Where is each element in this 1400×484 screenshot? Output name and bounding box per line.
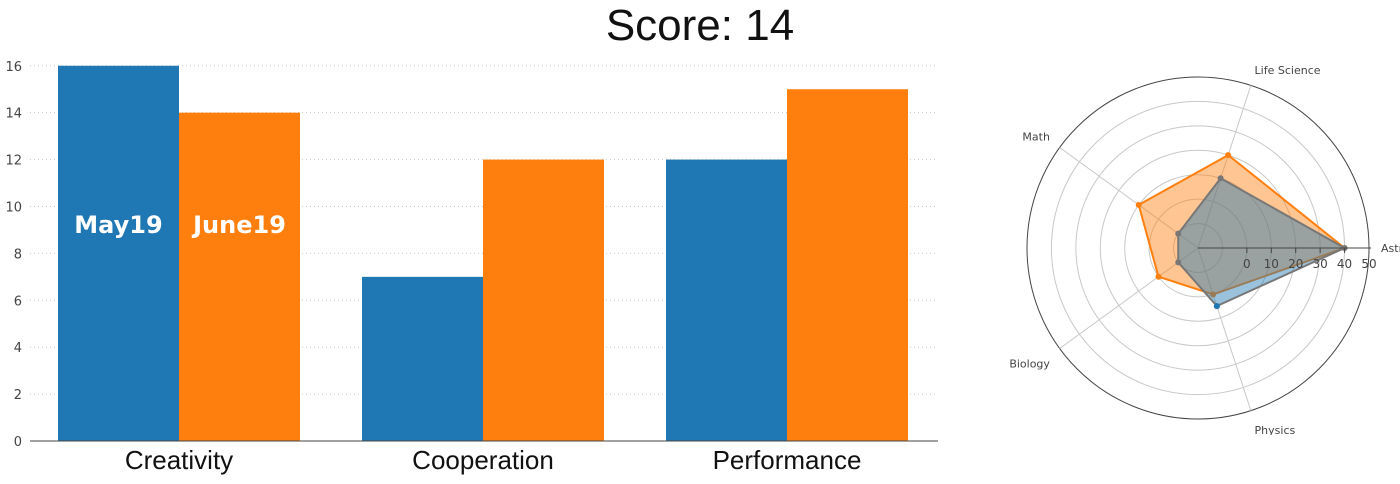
series-label-may19: May19 [74, 211, 162, 239]
radar-radial-ticks: 0 10 20 30 40 50 [1198, 247, 1377, 271]
bar-may19-creativity [58, 65, 179, 441]
y-tick-label: 6 [14, 294, 22, 309]
bar-june19-performance [787, 89, 908, 441]
bar-june19-creativity [179, 112, 300, 442]
bar-may19-cooperation [362, 276, 483, 441]
radar-spoke [1059, 147, 1199, 249]
series-label-june19: June19 [191, 211, 286, 239]
radar-point [1210, 291, 1217, 298]
radar-axis-label: Biology [1009, 358, 1050, 371]
radar-point-highlight [1213, 303, 1220, 310]
radar-point [1225, 152, 1232, 159]
radar-axis-label: Life Science [1255, 64, 1321, 77]
bar-may19-performance [666, 159, 787, 442]
radar-tick-label: 40 [1337, 257, 1352, 271]
radar-series-1 [1137, 153, 1347, 296]
bar-june19-cooperation [483, 159, 604, 442]
radar-axis-labels: Astronomy Life Science Math Biology Physics [1009, 64, 1400, 435]
radar-spoke [1197, 247, 1252, 411]
page-title: Score: 14 [605, 1, 795, 50]
radar-series-0 [1177, 177, 1347, 308]
radar-chart: 0 10 20 30 40 50 Astronomy Life Science Math Bio… [1009, 64, 1400, 435]
radar-tick-label: 50 [1361, 257, 1376, 271]
y-tick-label: 8 [14, 247, 22, 262]
y-tick-label: 2 [14, 388, 22, 403]
radar-axis-label: Astronomy [1381, 242, 1400, 255]
radar-tick-label: 30 [1313, 257, 1328, 271]
radar-spoke [1059, 247, 1199, 349]
radar-point [1217, 175, 1224, 182]
bar-chart: 0 2 4 6 8 10 12 14 16 Creativity Cooperation Perfo… [5, 60, 938, 475]
radar-axis-label: Math [1022, 130, 1050, 143]
radar-point [1155, 273, 1162, 280]
category-label: Creativity [125, 445, 233, 475]
radar-point [1175, 259, 1182, 266]
radar-spoke [1197, 85, 1252, 249]
radar-tick-label: 0 [1243, 257, 1251, 271]
category-label: Performance [713, 445, 862, 475]
bars [58, 65, 908, 442]
radar-point [1135, 201, 1142, 208]
radar-point [1175, 230, 1182, 237]
y-tick-label: 12 [5, 154, 22, 169]
y-tick-label: 0 [14, 435, 22, 450]
y-axis-ticks: 0 2 4 6 8 10 12 14 16 [5, 60, 22, 450]
category-label: Cooperation [412, 445, 554, 475]
y-tick-label: 10 [5, 200, 22, 215]
radar-tick-label: 10 [1264, 257, 1279, 271]
y-tick-label: 14 [5, 107, 22, 122]
y-tick-label: 4 [14, 341, 22, 356]
y-tick-label: 16 [5, 60, 22, 75]
radar-tick-label: 20 [1288, 257, 1303, 271]
radar-axis-label: Physics [1255, 424, 1296, 435]
x-axis-categories: Creativity Cooperation Performance [125, 445, 862, 475]
radar-polygons [1135, 152, 1348, 310]
